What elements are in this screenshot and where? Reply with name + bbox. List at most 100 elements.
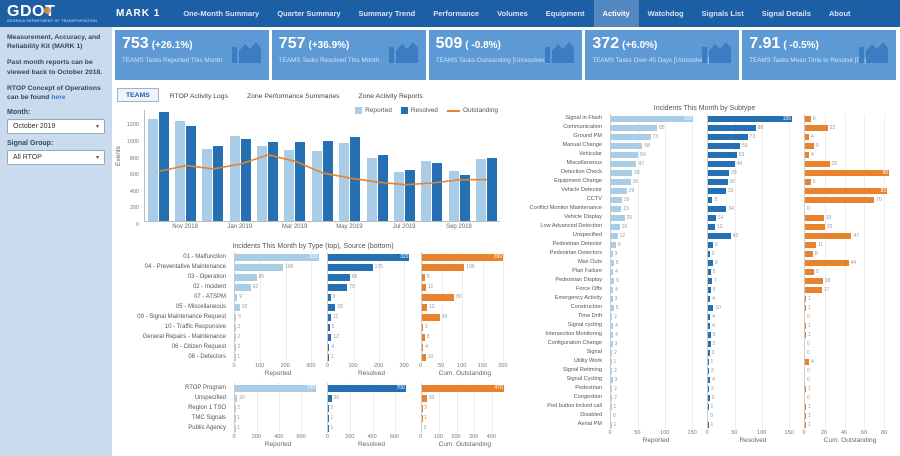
- bar-configuration-change[interactable]: [611, 340, 613, 347]
- bar-max-outs[interactable]: [708, 259, 713, 266]
- bar-general-repairs-maintenance[interactable]: [421, 333, 425, 341]
- kpi-card-4[interactable]: 372 (+6.0%) TEAMS Tasks Over 45 Days [Unre…: [585, 30, 740, 80]
- bar-pedestrian-detectors[interactable]: [708, 250, 710, 257]
- bar-miscellaneous[interactable]: [611, 160, 637, 167]
- bar-equipment-change[interactable]: [805, 178, 811, 185]
- bar-construction[interactable]: [611, 304, 614, 311]
- bar-vehicle-detector[interactable]: [611, 187, 627, 194]
- bar-time-drift[interactable]: [611, 313, 613, 320]
- bar-plan-failure[interactable]: [708, 268, 711, 275]
- bar-aerial-pm[interactable]: [805, 421, 806, 428]
- bar-resolved-feb-2019[interactable]: [268, 142, 279, 221]
- kpi-card-5[interactable]: 7.91( -0.5%) TEAMS Tasks Mean Time to Res…: [742, 30, 896, 80]
- bar-manual-change[interactable]: [708, 142, 740, 149]
- bar-vehicle-display[interactable]: [708, 214, 716, 221]
- bar-reported-oct-2018[interactable]: [147, 118, 158, 221]
- bar-10-traffic-responsive[interactable]: [421, 323, 423, 331]
- bar-unspecified[interactable]: [805, 232, 852, 239]
- signal-group-select[interactable]: All RTOP ▾: [7, 150, 105, 166]
- bar-general-repairs-maintenance[interactable]: [235, 333, 236, 341]
- bar-signal-cycling[interactable]: [611, 376, 613, 383]
- bar-reported-jan-2019[interactable]: [229, 135, 240, 221]
- bar-emergency-activity[interactable]: [611, 295, 613, 302]
- tab-rtop-activity-logs[interactable]: RTOP Activity Logs: [169, 92, 228, 100]
- bar-pedestrian-detector[interactable]: [611, 241, 616, 248]
- bar-01-malfunction[interactable]: [421, 253, 503, 261]
- bar-force-offs[interactable]: [805, 286, 822, 293]
- bar-detection-check[interactable]: [611, 169, 633, 176]
- bar-05-miscellaneous[interactable]: [235, 303, 240, 311]
- bar-resolved-sep-2019[interactable]: [459, 175, 470, 221]
- bar-ground-pm[interactable]: [805, 133, 809, 140]
- bar-pedestrian-detectors[interactable]: [611, 250, 613, 257]
- bar-communication[interactable]: [805, 124, 828, 131]
- bar-configuration-change[interactable]: [708, 340, 711, 347]
- bar-conflict-monitor-maintenance[interactable]: [611, 205, 622, 212]
- bar-rtop-program[interactable]: [421, 384, 504, 392]
- bar-10-traffic-responsive[interactable]: [328, 323, 330, 331]
- bar-reported-oct-2019[interactable]: [476, 158, 487, 221]
- bar-reported-sep-2019[interactable]: [448, 171, 459, 221]
- bar-signal-cycling[interactable]: [708, 322, 711, 329]
- bar-reported-jul-2019[interactable]: [393, 172, 404, 221]
- bar-reported-nov-2018[interactable]: [174, 120, 185, 221]
- nav-item-performance[interactable]: Performance: [433, 9, 480, 18]
- nav-item-volumes[interactable]: Volumes: [497, 9, 528, 18]
- bar-06-citizen-request[interactable]: [235, 343, 236, 351]
- bar-07-atspm[interactable]: [421, 293, 455, 301]
- bar-intersection-monitoring[interactable]: [708, 331, 711, 338]
- bar-miscellaneous[interactable]: [805, 160, 830, 167]
- bar-01-malfunction[interactable]: [328, 253, 410, 261]
- bar-vehicle-display[interactable]: [611, 214, 625, 221]
- bar-pedestrian-display[interactable]: [708, 277, 712, 284]
- bar-reported-feb-2019[interactable]: [257, 145, 268, 221]
- bar-equipment-change[interactable]: [708, 178, 728, 185]
- bar-03-operation[interactable]: [235, 273, 257, 281]
- bar-communication[interactable]: [708, 124, 756, 131]
- bar-unspecified[interactable]: [421, 394, 427, 402]
- bar-cctv[interactable]: [708, 196, 713, 203]
- bar-resolved-jan-2019[interactable]: [240, 138, 251, 221]
- bar-04-preventative-maintenance[interactable]: [235, 263, 284, 271]
- bar-intersection-monitoring[interactable]: [805, 331, 806, 338]
- bar-02-incident[interactable]: [235, 283, 251, 291]
- bar-03-operation[interactable]: [421, 273, 425, 281]
- bar-plan-failure[interactable]: [805, 268, 814, 275]
- nav-item-about[interactable]: About: [828, 9, 851, 18]
- bar-resolved-nov-2018[interactable]: [185, 126, 196, 221]
- bar-reported-dec-2018[interactable]: [202, 148, 213, 221]
- legend-item-outstanding[interactable]: Outstanding: [446, 107, 498, 114]
- bar-resolved-apr-2019[interactable]: [322, 140, 333, 221]
- bar-reported-jun-2019[interactable]: [366, 157, 377, 221]
- bar-cctv[interactable]: [805, 196, 875, 203]
- bar-signal-cycling[interactable]: [708, 376, 711, 383]
- bar-aerial-pm[interactable]: [611, 421, 612, 428]
- bar-force-offs[interactable]: [708, 286, 711, 293]
- bar-max-outs[interactable]: [611, 259, 614, 266]
- bar-08-detectors[interactable]: [421, 353, 426, 361]
- bar-detection-check[interactable]: [805, 169, 890, 176]
- bar-unspecified[interactable]: [708, 232, 731, 239]
- bar-reported-apr-2019[interactable]: [311, 151, 322, 221]
- bar-unspecified[interactable]: [235, 394, 238, 402]
- bar-reported-mar-2019[interactable]: [284, 149, 295, 221]
- bar-plan-failure[interactable]: [611, 268, 614, 275]
- bar-09-signal-maintenance-request[interactable]: [421, 313, 440, 321]
- bar-utility-work[interactable]: [805, 358, 809, 365]
- bar-pedestrian-detector[interactable]: [805, 241, 816, 248]
- bar-resolved-oct-2019[interactable]: [487, 157, 498, 221]
- bar-low-advanced-detection[interactable]: [611, 223, 620, 230]
- bar-unspecified[interactable]: [328, 394, 332, 402]
- bar-04-preventative-maintenance[interactable]: [328, 263, 373, 271]
- bar-disabled[interactable]: [805, 412, 806, 419]
- bar-signal-in-flash[interactable]: [611, 115, 694, 122]
- bar-ped-button-locked-call[interactable]: [805, 403, 806, 410]
- bar-rtop-program[interactable]: [328, 384, 406, 392]
- bar-vehicle-detector[interactable]: [708, 187, 726, 194]
- month-select[interactable]: October 2019 ▾: [7, 119, 105, 135]
- bar-resolved-dec-2018[interactable]: [213, 145, 224, 221]
- bar-09-signal-maintenance-request[interactable]: [235, 313, 237, 321]
- bar-signal-in-flash[interactable]: [805, 115, 811, 122]
- bar-general-repairs-maintenance[interactable]: [328, 333, 332, 341]
- bar-pedestrian-detectors[interactable]: [805, 250, 813, 257]
